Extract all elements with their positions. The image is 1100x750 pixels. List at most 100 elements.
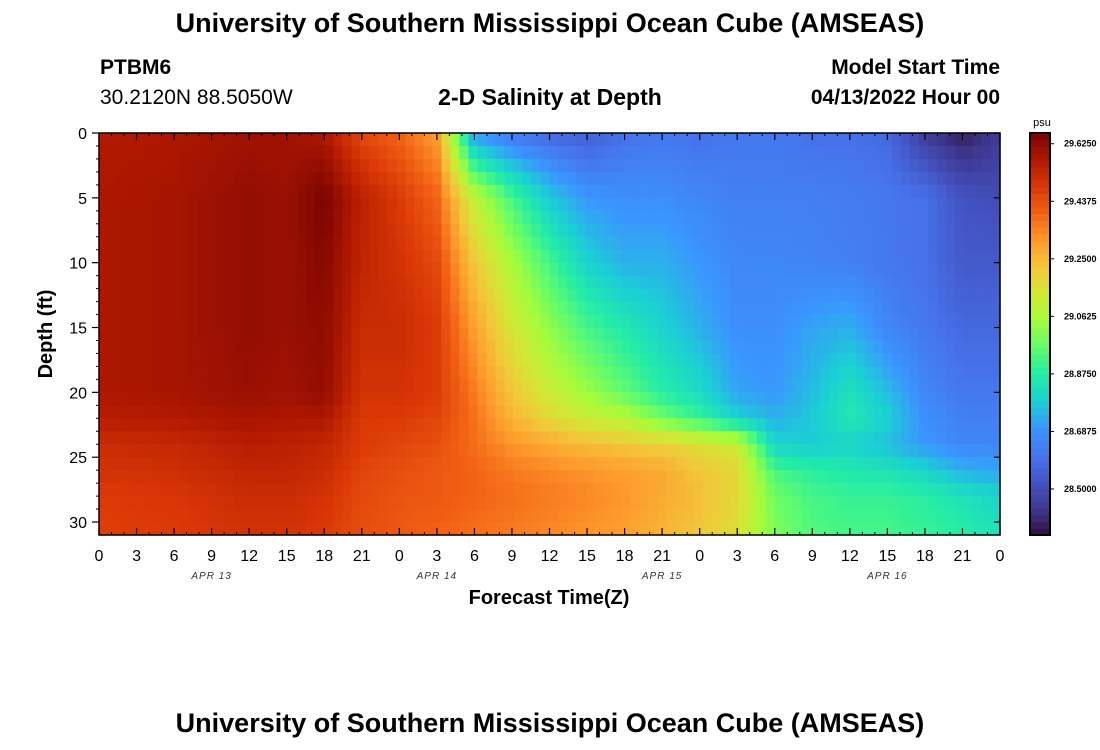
heatmap-cell [432,223,442,238]
heatmap-cell [414,444,424,458]
heatmap-cell [810,184,821,199]
heatmap-cell [630,496,641,510]
heatmap-cell [387,301,397,316]
heatmap-cell [432,496,442,510]
colorbar-band [1030,461,1050,469]
colorbar-band [1030,300,1050,308]
heatmap-cell [144,236,154,251]
heatmap-cell [315,133,325,147]
heatmap-cell [261,444,271,458]
heatmap-cell [270,288,280,303]
heatmap-cell [639,197,650,212]
heatmap-cell [144,197,154,212]
heatmap-cell [342,197,352,212]
heatmap-cell [117,483,127,497]
heatmap-cell [405,418,415,432]
heatmap-cell [594,418,605,432]
colorbar-unit: psu [1033,117,1051,129]
heatmap-cell [693,301,704,316]
heatmap-cell [117,158,127,173]
heatmap-cell [603,496,614,510]
heatmap-cell [117,288,127,303]
heatmap-cell [351,496,361,510]
heatmap-cell [594,522,605,536]
heatmap-cell [270,184,280,199]
heatmap-cell [990,522,1001,536]
heatmap-cell [441,145,451,160]
heatmap-cell [378,145,388,160]
heatmap-cell [630,145,641,160]
heatmap-cell [432,301,442,316]
heatmap-cell [378,223,388,238]
heatmap-cell [855,236,866,251]
heatmap-cell [162,288,172,303]
heatmap-cell [612,405,623,419]
heatmap-cell [540,236,551,251]
heatmap-cell [954,340,965,355]
heatmap-cell [891,210,902,225]
heatmap-cell [333,158,343,173]
heatmap-cell [387,184,397,199]
heatmap-cell [972,509,983,523]
heatmap-cell [405,210,415,225]
heatmap-cell [369,522,379,536]
heatmap-cell [351,392,361,406]
heatmap-cell [756,262,767,277]
colorbar-band [1030,380,1050,389]
heatmap-cell [846,314,857,329]
heatmap-cell [342,392,352,406]
heatmap-cell [981,262,992,277]
heatmap-cell [738,197,749,212]
heatmap-cell [477,210,488,225]
heatmap-cell [252,262,262,277]
heatmap-cell [594,470,605,484]
heatmap-cell [990,314,1001,329]
colorbar-band [1030,267,1050,275]
heatmap-cell [207,496,217,510]
heatmap-cell [864,392,875,406]
colorbar-band [1030,186,1050,194]
heatmap-cell [954,522,965,536]
heatmap-cell [837,314,848,329]
colorbar-tick-label: 29.2500 [1064,254,1097,264]
heatmap-cell [333,249,343,264]
heatmap-cell [918,210,929,225]
heatmap-cell [387,405,397,419]
heatmap-cell [774,249,785,264]
heatmap-cell [486,314,497,329]
heatmap-cell [990,392,1001,406]
heatmap-cell [468,457,479,471]
heatmap-cell [792,405,803,419]
heatmap-cell [711,275,722,290]
heatmap-cell [603,301,614,316]
heatmap-cell [108,327,118,342]
heatmap-cell [135,483,145,497]
heatmap-cell [666,405,677,419]
heatmap-cell [342,496,352,510]
heatmap-cell [297,288,307,303]
heatmap-cell [189,262,199,277]
heatmap-cell [792,158,803,173]
heatmap-cell [882,496,893,510]
heatmap-cell [711,145,722,160]
heatmap-cell [828,431,839,445]
heatmap-cell [297,405,307,419]
heatmap-cell [585,145,596,160]
heatmap-cell [450,444,460,458]
heatmap-cell [738,184,749,199]
heatmap-cell [765,314,776,329]
heatmap-cell [882,197,893,212]
heatmap-cell [567,483,578,497]
heatmap-cell [666,288,677,303]
heatmap-cell [108,418,118,432]
heatmap-cell [756,133,767,147]
heatmap-cell [513,392,524,406]
heatmap-cell [468,184,479,199]
heatmap-cell [207,197,217,212]
heatmap-cell [315,444,325,458]
heatmap-cell [477,197,488,212]
heatmap-cell [891,288,902,303]
heatmap-cell [261,353,271,368]
heatmap-cell [972,340,983,355]
heatmap-cell [513,133,524,147]
